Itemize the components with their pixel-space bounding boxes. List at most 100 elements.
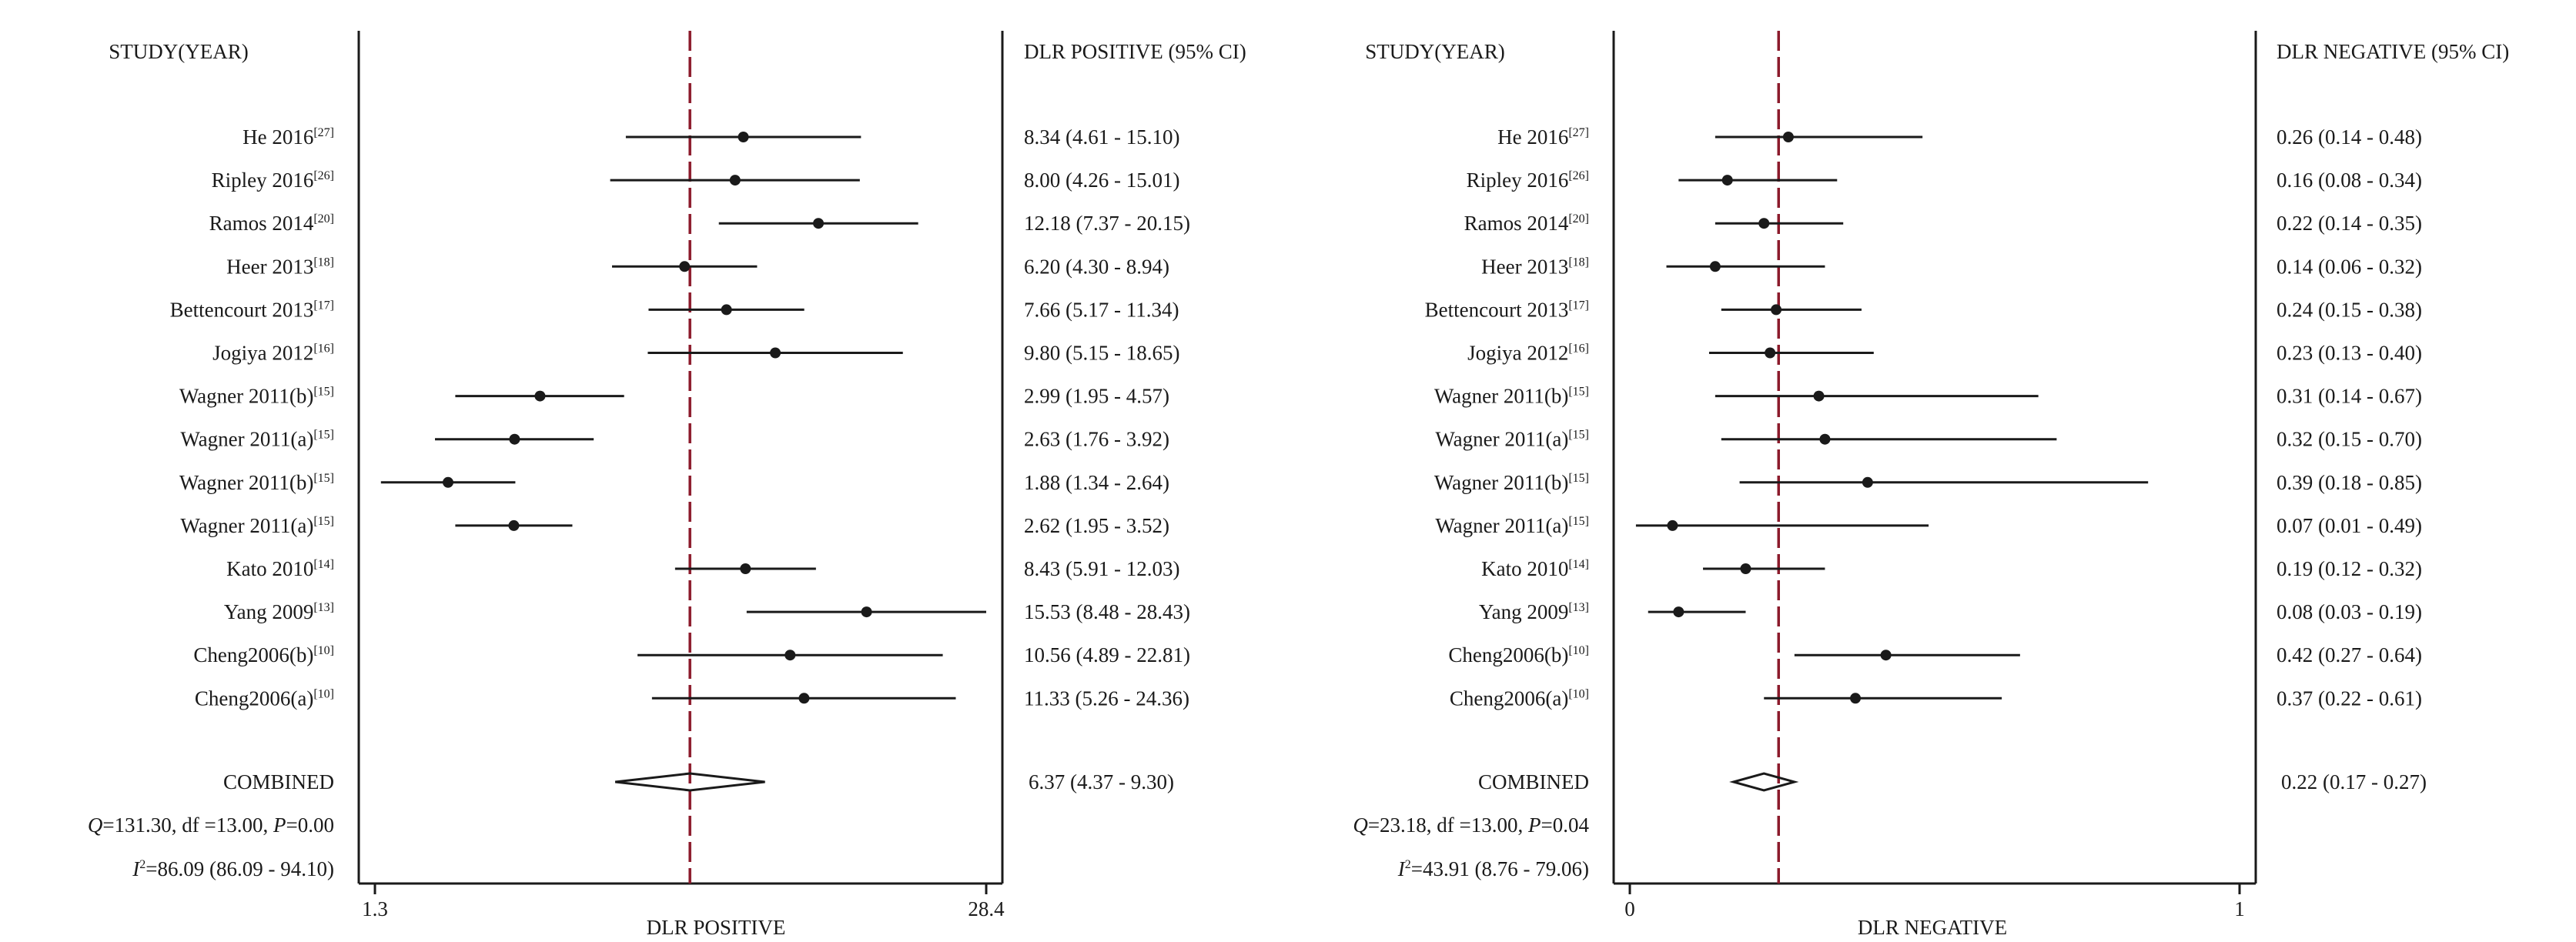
study-point-estimate [1850, 693, 1862, 704]
heterogeneity-text: 2 [1405, 858, 1411, 871]
study-reference: [14] [1568, 558, 1589, 571]
study-label: Ramos 2014[20] [1464, 212, 1589, 235]
study-label: Cheng2006(a)[10] [1450, 686, 1589, 710]
study-point-estimate [1765, 347, 1776, 359]
combined-label: COMBINED [223, 770, 334, 793]
study-point-estimate [861, 606, 872, 618]
study-name: Yang 2009 [224, 600, 314, 623]
study-label: Kato 2010[14] [1481, 557, 1589, 580]
study-reference: [15] [1568, 472, 1589, 485]
heterogeneity-value: 23.18 [1380, 813, 1427, 837]
study-label: Jogiya 2012[16] [212, 342, 334, 365]
study-name: Cheng2006(a) [195, 686, 313, 710]
study-ci-text: 12.18 (7.37 - 20.15) [1024, 212, 1190, 235]
study-name: Wagner 2011(a) [180, 514, 313, 537]
study-label: Wagner 2011(a)[15] [1435, 514, 1589, 537]
study-column-header: STUDY(YEAR) [1365, 40, 1505, 63]
study-point-estimate [1667, 519, 1678, 531]
study-point-estimate [509, 433, 520, 445]
study-label: Wagner 2011(b)[15] [179, 471, 334, 494]
heterogeneity-text: = [1411, 857, 1423, 880]
study-ci-text: 0.14 (0.06 - 0.32) [2277, 255, 2422, 278]
heterogeneity-text: , df = [1427, 813, 1471, 837]
study-point-estimate [738, 132, 749, 142]
study-reference: [15] [1568, 515, 1589, 528]
heterogeneity-text: = [1368, 813, 1380, 837]
study-point-estimate [442, 476, 453, 488]
study-point-estimate [1758, 218, 1770, 229]
study-point-estimate [798, 693, 810, 704]
study-name: Cheng2006(a) [1450, 686, 1568, 710]
study-reference: [15] [1568, 429, 1589, 442]
study-label: Ripley 2016[26] [1467, 169, 1589, 192]
study-point-estimate [721, 304, 732, 316]
study-name: He 2016 [243, 125, 313, 149]
study-reference: [17] [1568, 299, 1589, 312]
study-label: Wagner 2011(a)[15] [180, 428, 334, 451]
study-name: Wagner 2011(b) [1434, 385, 1569, 408]
study-point-estimate [813, 218, 825, 229]
study-name: Wagner 2011(a) [180, 428, 313, 451]
study-name: Cheng2006(b) [1448, 643, 1568, 666]
study-point-estimate [534, 390, 546, 402]
ci-column-header: DLR NEGATIVE (95% CI) [2277, 40, 2509, 63]
study-label: Ramos 2014[20] [209, 212, 334, 235]
study-name: Cheng2006(b) [193, 643, 313, 666]
study-name: Kato 2010 [226, 557, 313, 580]
study-name: Ripley 2016 [1467, 169, 1569, 192]
study-label: Cheng2006(b)[10] [1448, 643, 1589, 666]
study-name: Wagner 2011(b) [1434, 471, 1569, 494]
study-point-estimate [770, 347, 781, 359]
study-reference: [10] [1568, 687, 1589, 700]
study-name: Bettencourt 2013 [170, 298, 314, 321]
heterogeneity-text: = [286, 813, 298, 837]
study-ci-text: 0.19 (0.12 - 0.32) [2277, 557, 2422, 580]
study-point-estimate [1709, 261, 1721, 272]
heterogeneity-text: = [1541, 813, 1553, 837]
study-ci-text: 2.99 (1.95 - 4.57) [1024, 385, 1169, 408]
study-ci-text: 2.62 (1.95 - 3.52) [1024, 514, 1169, 537]
study-reference: [10] [1568, 644, 1589, 657]
heterogeneity-value: 86.09 (86.09 - 94.10) [158, 857, 334, 880]
heterogeneity-value: 13.00 [1471, 813, 1518, 837]
combined-diamond [1729, 772, 1799, 792]
study-point-estimate [1721, 175, 1733, 186]
heterogeneity-text: , [263, 813, 274, 837]
study-name: Wagner 2011(b) [179, 471, 314, 494]
combined-ci-text: 0.22 (0.17 - 0.27) [2281, 770, 2427, 793]
heterogeneity-i2-stat: I2=86.09 (86.09 - 94.10) [132, 857, 334, 880]
study-point-estimate [1782, 132, 1794, 142]
heterogeneity-text: I [132, 857, 141, 880]
study-label: Jogiya 2012[16] [1467, 342, 1589, 365]
study-ci-text: 15.53 (8.48 - 28.43) [1024, 600, 1190, 623]
study-ci-text: 6.20 (4.30 - 8.94) [1024, 255, 1169, 278]
study-reference: [20] [1568, 212, 1589, 225]
study-ci-text: 0.39 (0.18 - 0.85) [2277, 471, 2422, 494]
study-point-estimate [1813, 390, 1825, 402]
study-ci-text: 1.88 (1.34 - 2.64) [1024, 471, 1169, 494]
heterogeneity-value: 131.30 [115, 813, 172, 837]
heterogeneity-value: 0.04 [1553, 813, 1590, 837]
study-ci-text: 0.32 (0.15 - 0.70) [2277, 428, 2422, 451]
heterogeneity-text: P [1527, 813, 1541, 837]
study-name: He 2016 [1497, 125, 1568, 149]
study-ci-text: 7.66 (5.17 - 11.34) [1024, 298, 1179, 321]
study-name: Ramos 2014 [1464, 212, 1569, 235]
study-name: Bettencourt 2013 [1425, 298, 1569, 321]
study-reference: [18] [313, 256, 334, 269]
study-label: Wagner 2011(b)[15] [1434, 471, 1589, 494]
study-reference: [15] [313, 515, 334, 528]
heterogeneity-text: 2 [139, 858, 146, 871]
study-reference: [16] [1568, 342, 1589, 356]
study-point-estimate [785, 650, 796, 661]
study-reference: [26] [313, 169, 334, 182]
study-name: Heer 2013 [1481, 255, 1568, 278]
study-point-estimate [1740, 563, 1751, 574]
study-column-header: STUDY(YEAR) [109, 40, 249, 63]
study-name: Yang 2009 [1479, 600, 1569, 623]
study-label: Cheng2006(a)[10] [195, 686, 334, 710]
study-label: Wagner 2011(a)[15] [1435, 428, 1589, 451]
study-label: He 2016[27] [243, 125, 334, 149]
study-label: Wagner 2011(b)[15] [179, 385, 334, 408]
